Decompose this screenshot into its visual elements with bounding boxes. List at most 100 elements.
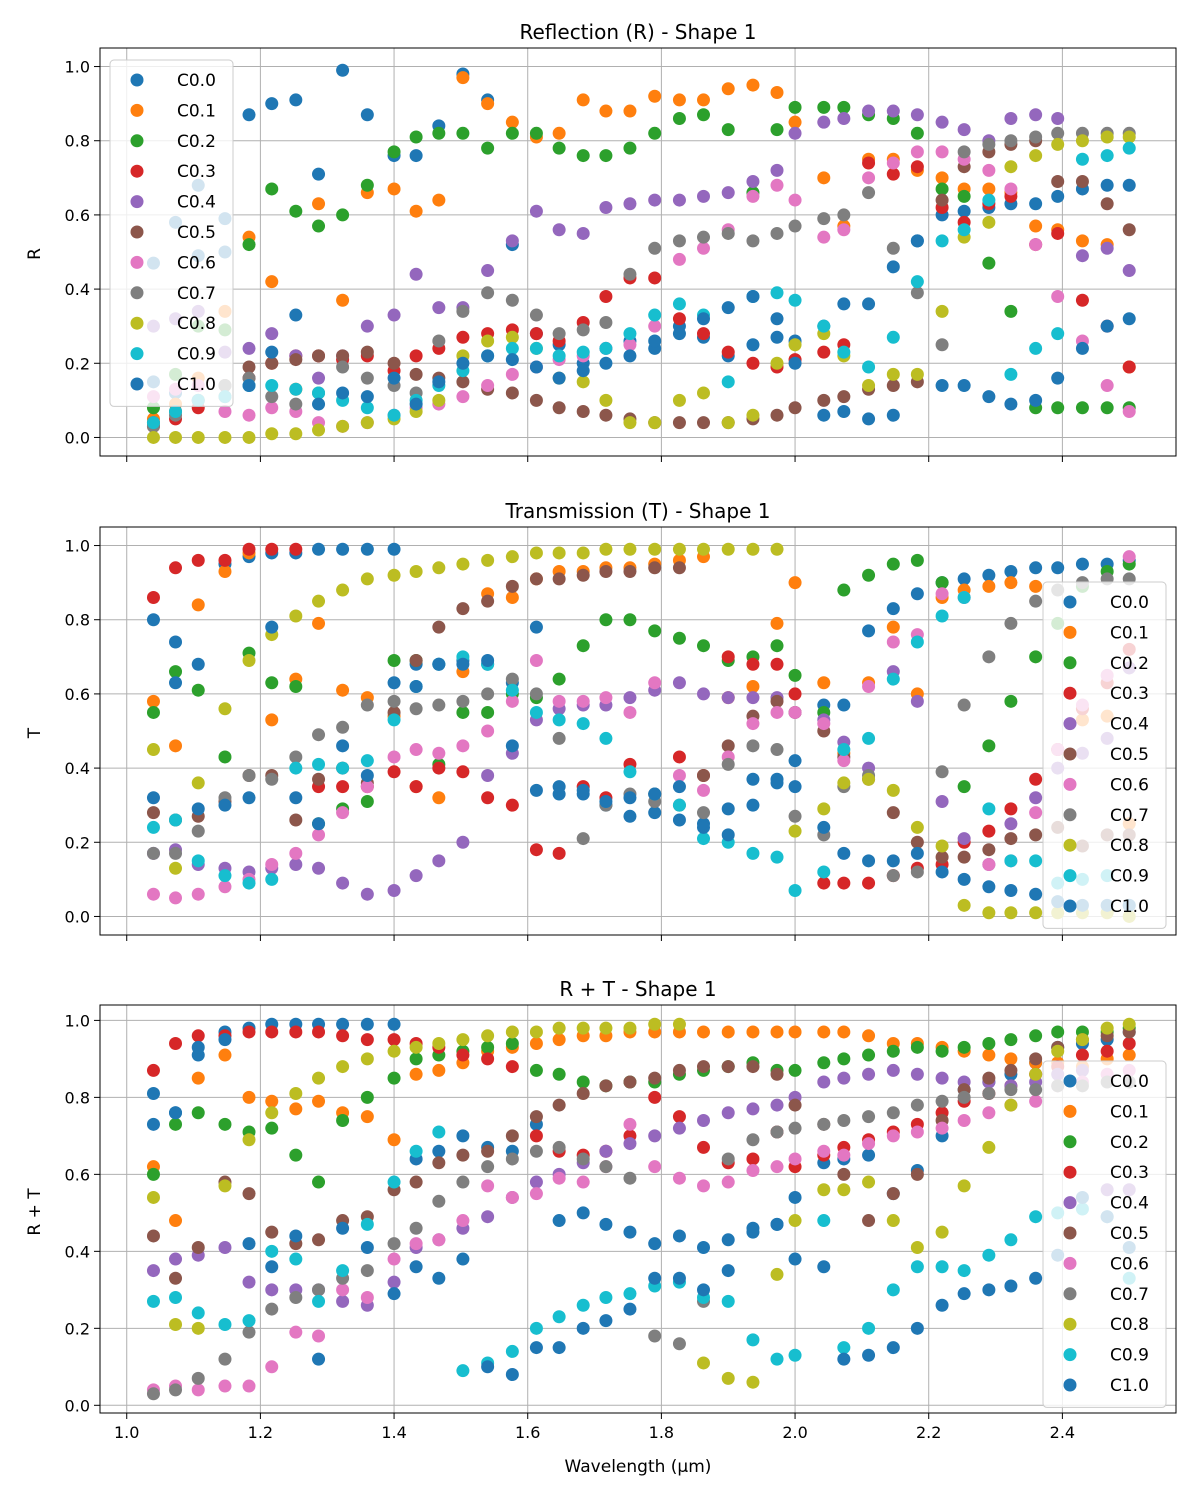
transmission-data-point [481,594,495,608]
sum-data-point [552,1140,566,1154]
sum-data-point [409,1040,423,1054]
reflection-data-point [982,215,996,229]
sum-y-tick-label: 1.0 [65,1011,90,1030]
transmission-data-point [886,672,900,686]
sum-data-point [387,1071,401,1085]
reflection-data-point [1029,197,1043,211]
transmission-data-point [387,542,401,556]
transmission-legend-marker [1063,869,1077,883]
sum-data-point [529,1025,543,1039]
reflection-data-point [529,204,543,218]
transmission-data-point [409,743,423,757]
reflection-data-point [817,230,831,244]
transmission-data-point [982,906,996,920]
transmission-data-point [910,694,924,708]
reflection-data-point [770,286,784,300]
reflection-data-point [432,301,446,315]
reflection-data-point [1051,175,1065,189]
transmission-legend-label: C0.2 [1110,654,1149,674]
transmission-data-point [935,839,949,853]
sum-data-point [242,1187,256,1201]
sum-data-point [1075,1033,1089,1047]
transmission-data-point [1004,832,1018,846]
transmission-data-point [191,553,205,567]
sum-data-point [623,1021,637,1035]
transmission-data-point [696,832,710,846]
transmission-data-point [982,568,996,582]
transmission-data-point [1004,565,1018,579]
sum-legend-label: C0.2 [1110,1133,1149,1153]
transmission-data-point [432,761,446,775]
sum-data-point [788,1252,802,1266]
reflection-legend-marker [130,164,144,178]
transmission-data-point [648,676,662,690]
sum-data-point [218,1033,232,1047]
sum-data-point [218,1352,232,1366]
transmission-data-point [1075,557,1089,571]
sum-data-point [336,1221,350,1235]
transmission-data-point [312,728,326,742]
transmission-data-point [957,572,971,586]
transmission-y-ticks: 0.0 0.2 0.4 0.6 0.8 1.0 [65,537,100,926]
reflection-data-point [599,315,613,329]
sum-data-point [265,1244,279,1258]
reflection-data-point [746,175,760,189]
sum-data-point [576,1152,590,1166]
sum-data-point [191,1029,205,1043]
sum-legend: C0.0 C0.1 C0.2 C0.3 C0.4 C0.5 C0.6 C0.7 C0.8 C0.9… [1042,1060,1167,1408]
transmission-data-point [432,620,446,634]
sum-data-point [623,1287,637,1301]
reflection-data-point [672,393,686,407]
reflection-data-point [289,93,303,107]
transmission-data-point [817,676,831,690]
reflection-legend-label: C0.8 [177,314,216,334]
sum-data-point [218,1379,232,1393]
sum-data-point [935,1094,949,1108]
reflection-data-point [1004,160,1018,174]
transmission-data-point [481,791,495,805]
transmission-data-point [289,542,303,556]
reflection-data-point [336,360,350,374]
sum-data-point [770,1025,784,1039]
reflection-data-point [1075,234,1089,248]
transmission-data-point [935,794,949,808]
sum-data-point [721,1294,735,1308]
sum-data-point [289,1025,303,1039]
sum-data-point [312,1294,326,1308]
reflection-data-point [770,330,784,344]
sum-data-point [837,1352,851,1366]
transmission-data-point [788,780,802,794]
transmission-data-point [886,635,900,649]
transmission-data-point [696,542,710,556]
transmission-data-point [289,791,303,805]
sum-data-point [191,1306,205,1320]
sum-data-point [1004,1033,1018,1047]
transmission-data-point [721,542,735,556]
sum-data-point [599,1160,613,1174]
sum-data-point [982,1283,996,1297]
transmission-data-point [817,820,831,834]
reflection-data-point [935,115,949,129]
sum-data-point [746,1060,760,1074]
transmission-data-point [837,698,851,712]
sum-data-point [387,1275,401,1289]
sum-data-point [529,1144,543,1158]
reflection-data-point [788,193,802,207]
reflection-data-point [957,145,971,159]
transmission-data-point [1004,906,1018,920]
transmission-data-point [982,858,996,872]
sum-data-point [481,1052,495,1066]
sum-data-point [788,1214,802,1228]
transmission-data-point [623,565,637,579]
sum-y-tick-label: 0.6 [65,1165,90,1184]
transmission-data-point [817,717,831,731]
transmission-legend-marker [1063,808,1077,822]
transmission-data-point [146,887,160,901]
transmission-legend-label: C0.5 [1110,745,1149,765]
x-tick-label: 1.0 [114,1423,139,1442]
reflection-legend-marker [130,103,144,117]
sum-data-point [289,1252,303,1266]
transmission-data-point [623,705,637,719]
sum-data-point [746,1102,760,1116]
sum-data-point [1075,1048,1089,1062]
